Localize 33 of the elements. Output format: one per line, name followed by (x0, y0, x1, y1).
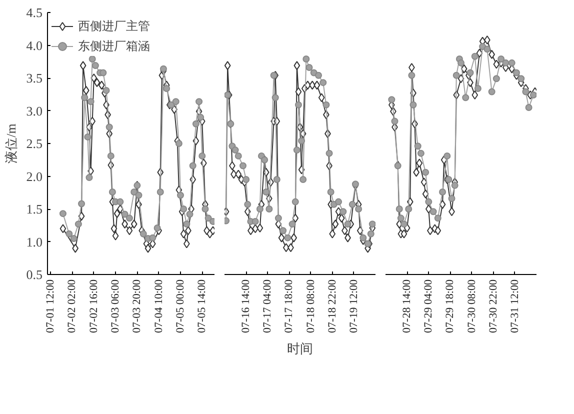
legend-label: 西侧进厂主管 (78, 18, 150, 34)
y-tick-label: 4.0 (26, 38, 42, 53)
y-tick-label: 3.0 (26, 103, 42, 118)
x-tick-label: 07-03 06:00 (110, 279, 122, 333)
y-tick-label: 1.5 (26, 202, 42, 216)
x-tick-label: 07-29 04:00 (422, 279, 435, 333)
legend-label: 东侧进厂箱涵 (78, 38, 150, 54)
x-tick-label: 07-28 14:00 (401, 279, 414, 333)
x-tick-label: 07-17 04:00 (262, 279, 274, 333)
y-tick-label: 3.5 (26, 70, 42, 86)
x-tick-label: 07-02 02:00 (66, 279, 78, 333)
y-tick-label: 2.0 (26, 168, 42, 184)
x-tick-label: 07-18 08:00 (304, 279, 317, 333)
y-tick-label: 4.5 (26, 5, 42, 20)
x-tick-label: 07-16 14:00 (240, 279, 252, 333)
x-tick-label: 07-03 20:00 (131, 279, 144, 333)
x-tick-label: 07-05 14:00 (196, 279, 208, 333)
x-tick-label: 07-31 12:00 (508, 279, 521, 333)
x-tick-label: 07-29 18:00 (444, 279, 456, 333)
x-tick-label: 07-05 00:00 (174, 279, 186, 333)
y-tick-label: 2.5 (26, 136, 42, 151)
x-tick-label: 07-30 22:00 (487, 279, 500, 333)
x-tick-label: 07-18 22:00 (326, 279, 338, 333)
y-axis-title: 液位/m (3, 124, 18, 164)
x-tick-label: 07-04 10:00 (152, 279, 165, 333)
x-tick-label: 07-01 12:00 (44, 279, 57, 333)
x-axis-title: 时间 (287, 340, 313, 356)
y-tick-label: 0.5 (26, 267, 42, 282)
y-tick-label: 1.0 (26, 234, 42, 250)
x-tick-label: 07-17 18:00 (283, 279, 296, 333)
x-tick-label: 07-30 08:00 (466, 279, 478, 333)
x-tick-label: 07-19 12:00 (348, 279, 360, 333)
x-tick-label: 07-02 16:00 (88, 279, 100, 333)
